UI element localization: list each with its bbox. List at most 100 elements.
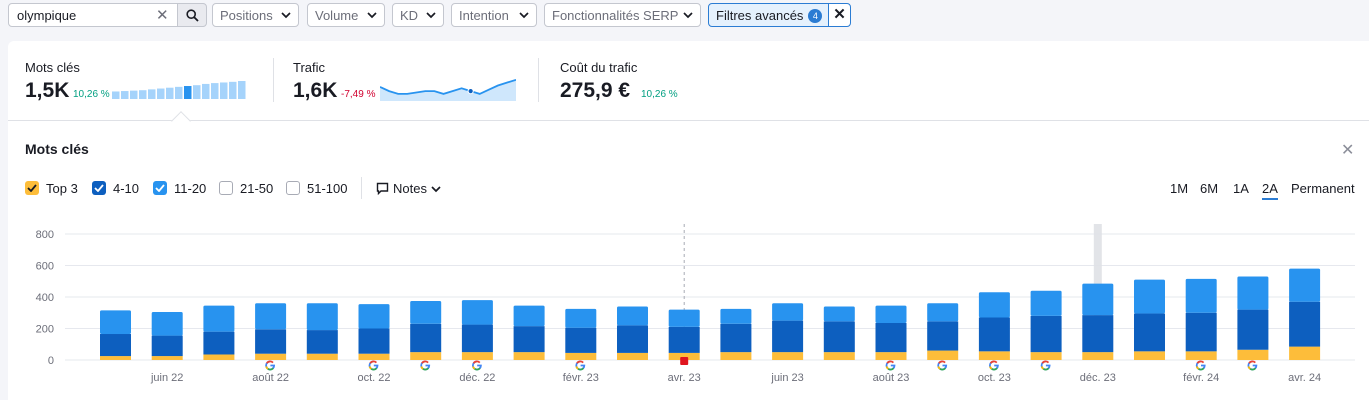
x-tick-label: août 23 bbox=[873, 372, 910, 384]
bar-segment-4-10 bbox=[668, 326, 700, 353]
bar-segment-top-3 bbox=[358, 353, 390, 360]
google-update-icon bbox=[1247, 360, 1258, 371]
bar-segment-top-3 bbox=[927, 350, 959, 360]
advanced-filters-count: 4 bbox=[808, 9, 823, 23]
bar-segment-top-3 bbox=[410, 352, 442, 360]
checkbox-checked-icon[interactable] bbox=[92, 181, 106, 195]
google-stroke-red bbox=[1196, 360, 1205, 364]
bar-segment-4-10 bbox=[410, 323, 442, 353]
x-tick-label: oct. 22 bbox=[357, 372, 390, 384]
google-stroke-green bbox=[474, 367, 481, 371]
bar-segment-11-20 bbox=[1185, 278, 1217, 313]
x-tick-label: juin 23 bbox=[770, 372, 803, 384]
clear-search-icon[interactable]: ✕ bbox=[156, 7, 169, 24]
bar-segment-top-3 bbox=[565, 352, 597, 360]
google-update-icon bbox=[420, 360, 431, 371]
y-tick-label: 600 bbox=[36, 261, 54, 273]
bar-segment-top-3 bbox=[720, 352, 752, 360]
checkbox-unchecked-icon[interactable] bbox=[219, 181, 233, 195]
divider bbox=[273, 58, 274, 102]
bar-segment-4-10 bbox=[306, 330, 338, 354]
clear-advanced-filters-button[interactable]: ✕ bbox=[828, 3, 851, 27]
checkbox-unchecked-icon[interactable] bbox=[286, 181, 300, 195]
legend-label: Top 3 bbox=[46, 181, 78, 196]
bar-segment-11-20 bbox=[203, 305, 235, 332]
search-box: olympique ✕ bbox=[8, 3, 207, 27]
google-stroke-red bbox=[472, 360, 481, 364]
chevron-down-icon bbox=[683, 12, 693, 19]
bar-segment-11-20 bbox=[1237, 276, 1269, 310]
range-1m[interactable]: 1M bbox=[1170, 181, 1189, 196]
bar-segment-top-3 bbox=[306, 353, 338, 360]
google-stroke-yellow bbox=[368, 366, 372, 370]
bar-segment-11-20 bbox=[461, 300, 493, 325]
bar-segment-11-20 bbox=[306, 303, 338, 331]
google-update-icon bbox=[575, 360, 586, 371]
sparkline-bar bbox=[211, 83, 219, 99]
range-6m[interactable]: 6M bbox=[1200, 181, 1219, 196]
divider bbox=[361, 177, 362, 199]
bar-segment-11-20 bbox=[565, 308, 597, 328]
google-stroke-green bbox=[577, 367, 585, 371]
range-2a[interactable]: 2A bbox=[1262, 181, 1278, 200]
filter-positions[interactable]: Positions bbox=[212, 3, 299, 27]
filter-intention[interactable]: Intention bbox=[451, 3, 537, 27]
checkbox-checked-icon[interactable] bbox=[153, 181, 167, 195]
bar-segment-4-10 bbox=[203, 331, 235, 355]
bar-segment-top-3 bbox=[203, 354, 235, 360]
google-stroke-red bbox=[886, 360, 895, 364]
bar-segment-4-10 bbox=[255, 329, 287, 354]
google-stroke-green bbox=[1043, 367, 1050, 371]
traffic-metric-label: Trafic bbox=[293, 60, 326, 75]
bar-segment-top-3 bbox=[823, 352, 855, 360]
bar-segment-4-10 bbox=[100, 334, 131, 357]
google-update-icon bbox=[265, 360, 276, 371]
bar-segment-4-10 bbox=[1185, 312, 1217, 352]
bar-segment-top-3 bbox=[461, 352, 493, 360]
sparkline-bar bbox=[112, 91, 120, 99]
checkbox-checked-icon[interactable] bbox=[25, 181, 39, 195]
google-stroke-yellow bbox=[472, 366, 476, 370]
bar-segment-top-3 bbox=[1237, 349, 1269, 360]
search-input[interactable]: olympique bbox=[17, 8, 77, 23]
google-stroke-green bbox=[939, 367, 946, 371]
bar-segment-11-20 bbox=[668, 309, 700, 327]
y-tick-label: 200 bbox=[36, 324, 54, 336]
bar-segment-top-3 bbox=[255, 353, 287, 360]
google-stroke-red bbox=[989, 360, 998, 364]
cost-metric-delta: 10,26 % bbox=[641, 89, 678, 100]
bar-segment-4-10 bbox=[1030, 315, 1062, 353]
range-permanent[interactable]: Permanent bbox=[1291, 181, 1355, 196]
traffic-sparkline[interactable] bbox=[380, 77, 516, 101]
filter-label: Volume bbox=[315, 8, 359, 23]
bar-segment-4-10 bbox=[875, 322, 907, 353]
google-stroke-red bbox=[266, 360, 274, 364]
sparkline-bar bbox=[184, 86, 192, 99]
search-button[interactable] bbox=[177, 3, 207, 27]
bar-segment-4-10 bbox=[1237, 309, 1269, 350]
keywords-sparkline[interactable] bbox=[112, 79, 252, 99]
google-stroke-yellow bbox=[1195, 366, 1200, 370]
range-1a[interactable]: 1A bbox=[1233, 181, 1249, 196]
bar-segment-top-3 bbox=[617, 352, 648, 360]
sparkline-bar bbox=[148, 89, 156, 99]
bar-segment-11-20 bbox=[1134, 279, 1165, 314]
close-chart-icon[interactable]: ✕ bbox=[1341, 142, 1355, 159]
bar-segment-11-20 bbox=[720, 308, 752, 324]
legend-label: 4-10 bbox=[113, 181, 140, 196]
filter-volume[interactable]: Volume bbox=[307, 3, 385, 27]
bar-segment-11-20 bbox=[513, 305, 545, 327]
bar-segment-4-10 bbox=[772, 320, 804, 353]
x-tick-label: août 22 bbox=[252, 372, 289, 384]
keywords-chart[interactable]: 0 200 400 600 800 juin 22 août 22 oct. 22 déc. 2… bbox=[0, 215, 1369, 400]
bar-segment-top-3 bbox=[1289, 346, 1321, 360]
y-tick-label: 0 bbox=[48, 355, 54, 367]
filter-serp[interactable]: Fonctionnalités SERP bbox=[544, 3, 701, 27]
filter-kd[interactable]: KD bbox=[392, 3, 444, 27]
chevron-down-icon bbox=[431, 186, 441, 193]
bar-segment-4-10 bbox=[461, 324, 493, 353]
advanced-filters-button[interactable]: Filtres avancés 4 bbox=[708, 3, 829, 27]
bar-segment-11-20 bbox=[1082, 283, 1114, 316]
legend-label: 51-100 bbox=[307, 181, 348, 196]
google-stroke-red bbox=[369, 360, 378, 364]
